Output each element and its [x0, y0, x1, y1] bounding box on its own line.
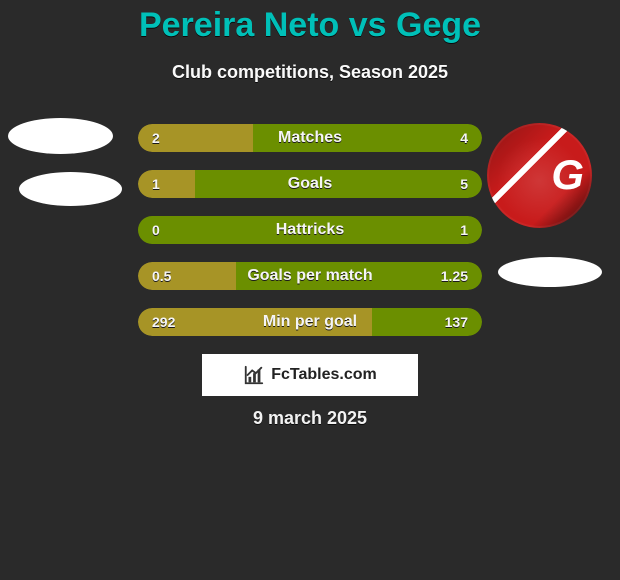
stat-label: Min per goal [138, 308, 482, 336]
stat-row: 01Hattricks [138, 216, 482, 244]
stat-label: Matches [138, 124, 482, 152]
page-title: Pereira Neto vs Gege [0, 6, 620, 45]
brand-footer: FcTables.com [202, 354, 418, 396]
stat-label: Hattricks [138, 216, 482, 244]
stat-bars: 24Matches 15Goals 01Hattricks 0.51.25Goals … [138, 124, 482, 354]
stat-label: Goals per match [138, 262, 482, 290]
stat-row: 15Goals [138, 170, 482, 198]
stat-row: 0.51.25Goals per match [138, 262, 482, 290]
player-right-avatar-placeholder [498, 257, 602, 287]
comparison-infographic: Pereira Neto vs Gege Club competitions, … [0, 0, 620, 580]
player-left-avatar-placeholder-2 [19, 172, 122, 206]
chart-icon [243, 364, 265, 386]
player-right-avatar [487, 123, 592, 228]
as-of-date: 9 march 2025 [0, 408, 620, 429]
page-subtitle: Club competitions, Season 2025 [0, 62, 620, 83]
stat-row: 292137Min per goal [138, 308, 482, 336]
stat-row: 24Matches [138, 124, 482, 152]
stat-label: Goals [138, 170, 482, 198]
brand-text: FcTables.com [271, 366, 377, 384]
player-left-avatar-placeholder-1 [8, 118, 113, 154]
